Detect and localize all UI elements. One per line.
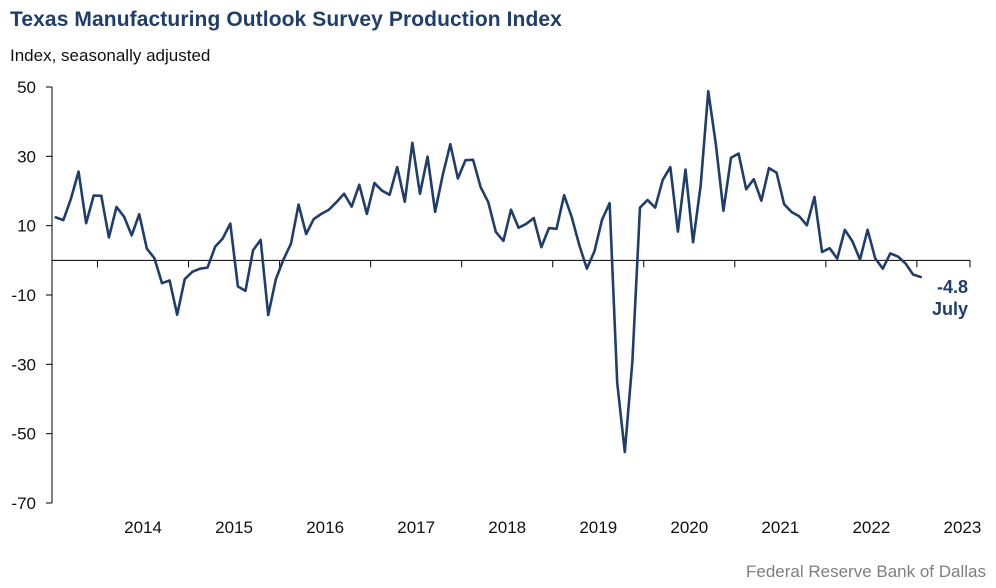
x-tick-label: 2015 [215,518,253,537]
x-tick-label: 2020 [670,518,708,537]
chart-title: Texas Manufacturing Outlook Survey Produ… [10,8,562,31]
x-tick-label: 2018 [488,518,526,537]
last-value-label: -4.8 [937,277,968,297]
tick-labels: 50 30 10 -10 -30 -50 -70 2014 2015 2016 2017 2018 20… [11,78,981,537]
series-layer [54,89,922,454]
y-tick-label: 10 [17,217,36,236]
y-tick-label: -70 [11,494,36,513]
source-note: Federal Reserve Bank of Dallas [745,562,986,581]
y-tick-label: 50 [17,78,36,97]
axes [46,86,971,504]
x-tick-label: 2022 [852,518,890,537]
y-tick-label: -50 [11,425,36,444]
x-tick-label: 2017 [397,518,435,537]
x-tick-label: 2023 [943,518,981,537]
last-month-label: July [932,299,968,319]
y-tick-label: -10 [11,286,36,305]
series-line [54,89,922,454]
x-tick-label: 2016 [306,518,344,537]
x-tick-label: 2019 [579,518,617,537]
y-tick-label: 30 [17,147,36,166]
x-tick-label: 2021 [761,518,799,537]
y-tick-label: -30 [11,355,36,374]
x-tick-label: 2014 [124,518,162,537]
chart-subtitle: Index, seasonally adjusted [10,46,211,65]
